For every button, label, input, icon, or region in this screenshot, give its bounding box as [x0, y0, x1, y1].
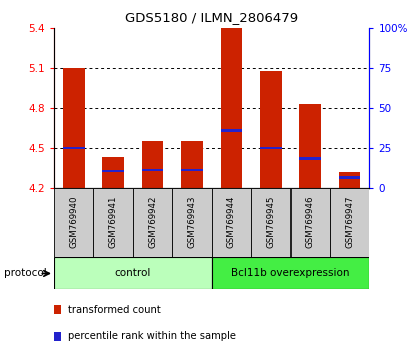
Text: GSM769943: GSM769943 [188, 196, 196, 249]
Text: GSM769944: GSM769944 [227, 196, 236, 249]
FancyBboxPatch shape [212, 257, 369, 289]
Text: transformed count: transformed count [68, 305, 160, 315]
Text: control: control [115, 268, 151, 278]
FancyBboxPatch shape [54, 188, 93, 257]
FancyBboxPatch shape [290, 188, 330, 257]
Text: GSM769940: GSM769940 [69, 196, 78, 249]
Bar [181, 141, 203, 188]
Bar [220, 129, 242, 132]
Text: GSM769947: GSM769947 [345, 196, 354, 249]
FancyBboxPatch shape [172, 188, 212, 257]
FancyBboxPatch shape [93, 188, 133, 257]
Bar [102, 170, 124, 172]
Bar [63, 147, 85, 149]
Bar [339, 172, 361, 188]
FancyBboxPatch shape [330, 188, 369, 257]
Bar [220, 28, 242, 188]
Bar [142, 141, 164, 188]
Bar [142, 169, 164, 171]
Bar [102, 157, 124, 188]
Bar [260, 147, 282, 149]
Bar [63, 68, 85, 188]
Text: GSM769946: GSM769946 [306, 196, 315, 249]
FancyBboxPatch shape [212, 188, 251, 257]
Bar [339, 177, 361, 179]
Text: protocol: protocol [4, 268, 47, 278]
Bar [299, 104, 321, 188]
Text: GSM769942: GSM769942 [148, 196, 157, 249]
Bar [299, 157, 321, 160]
FancyBboxPatch shape [251, 188, 290, 257]
Bar [260, 71, 282, 188]
Title: GDS5180 / ILMN_2806479: GDS5180 / ILMN_2806479 [125, 11, 298, 24]
Text: Bcl11b overexpression: Bcl11b overexpression [231, 268, 350, 278]
Text: GSM769941: GSM769941 [109, 196, 117, 249]
Text: GSM769945: GSM769945 [266, 196, 275, 249]
Bar [181, 169, 203, 171]
FancyBboxPatch shape [54, 257, 212, 289]
FancyBboxPatch shape [133, 188, 172, 257]
Text: percentile rank within the sample: percentile rank within the sample [68, 331, 236, 341]
